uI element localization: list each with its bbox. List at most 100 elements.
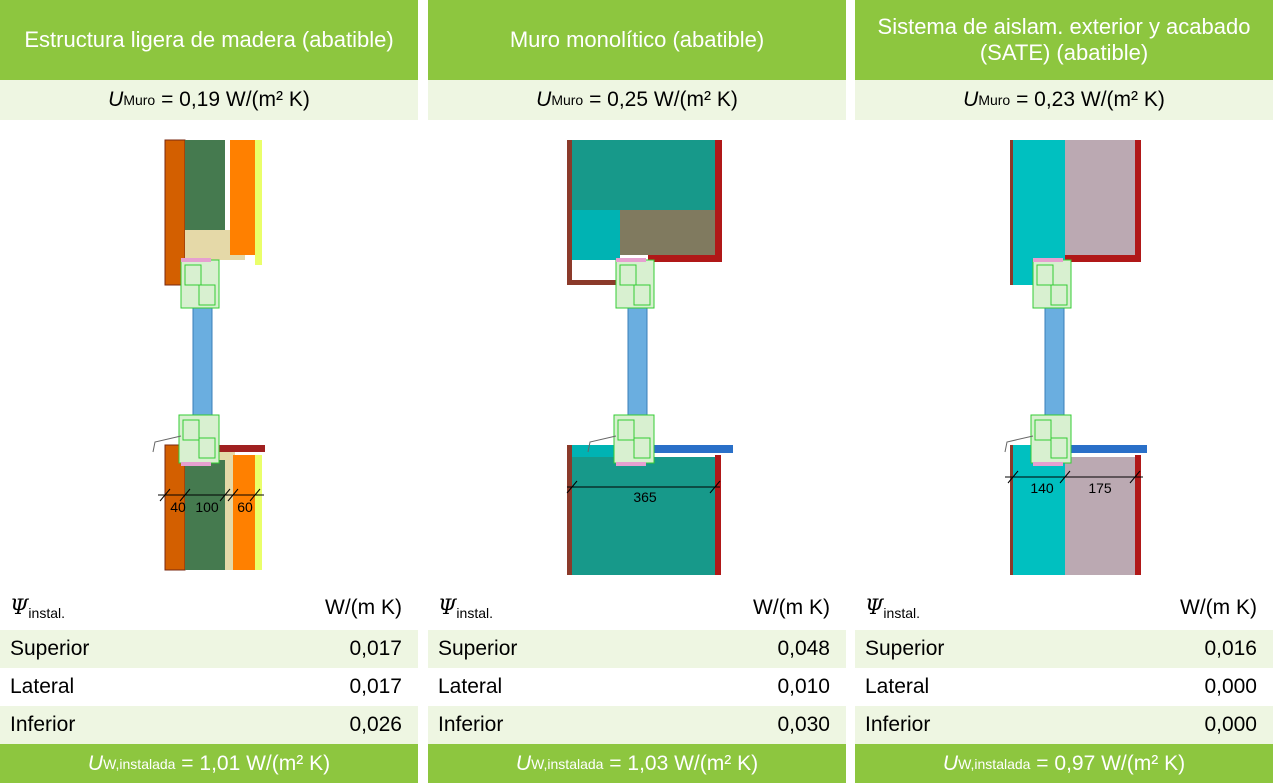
shape	[192, 294, 213, 421]
shape	[648, 255, 722, 262]
label: W,instalada	[531, 755, 604, 772]
shape	[587, 435, 617, 453]
shape	[152, 435, 182, 453]
dimension: 40	[170, 499, 186, 515]
section-drawing: 140 175	[1004, 140, 1147, 575]
shape	[184, 264, 202, 286]
dimension: 175	[1088, 480, 1112, 496]
shape	[1033, 258, 1063, 262]
shape: Ψinstal.	[10, 595, 65, 621]
label: 0,048	[777, 637, 830, 660]
shape	[1065, 140, 1135, 255]
shape	[1010, 445, 1013, 575]
label: Lateral	[865, 675, 930, 698]
formula: U W,instalada = 1,03 W/(m² K)	[428, 744, 846, 783]
label: = 0,25 W/(m² K)	[589, 88, 738, 111]
label: Lateral	[10, 675, 75, 698]
shape	[159, 488, 171, 502]
label: Ψ	[865, 594, 884, 619]
shape	[181, 462, 211, 466]
shape	[1036, 264, 1054, 286]
dimension: 140	[1030, 480, 1054, 496]
shape	[616, 462, 646, 466]
shape	[627, 294, 648, 421]
table-row: Lateral 0,017	[0, 668, 418, 706]
label: Muro	[978, 92, 1011, 108]
panel: Sistema de aislam. exterior y acabado (S…	[855, 0, 1273, 783]
shape	[225, 445, 233, 570]
shape: Ψinstal.	[865, 595, 920, 621]
label: W,instalada	[958, 755, 1031, 772]
table-header: Ψinstal. W/(m K)	[855, 585, 1273, 630]
label: U	[942, 751, 959, 775]
shape	[567, 140, 572, 285]
formula: U Muro = 0,23 W/(m² K)	[855, 80, 1273, 120]
label: 0,016	[1204, 637, 1257, 660]
shape	[572, 140, 715, 210]
shape	[233, 455, 255, 570]
table-row: Inferior 0,000	[855, 706, 1273, 744]
dimension: 100	[195, 499, 219, 515]
shape	[1065, 457, 1135, 575]
shape	[715, 140, 722, 262]
table-row: Superior 0,016	[855, 630, 1273, 668]
shape	[219, 488, 231, 502]
shape	[255, 455, 262, 570]
shape: Ψinstal.	[438, 595, 493, 621]
panel-title: Muro monolítico (abatible)	[428, 0, 846, 80]
shape	[1065, 255, 1141, 262]
dimension: 60	[237, 499, 253, 515]
shape	[1004, 435, 1034, 453]
shape	[227, 488, 239, 502]
shape	[182, 419, 200, 441]
label: W/(m K)	[1180, 595, 1257, 619]
label: Superior	[10, 637, 90, 660]
label: = 1,03 W/(m² K)	[609, 751, 759, 775]
label: Lateral	[438, 675, 503, 698]
label: 0,000	[1204, 713, 1257, 736]
label: = 0,19 W/(m² K)	[161, 88, 310, 111]
shape	[1032, 259, 1072, 309]
shape	[619, 264, 637, 286]
shape	[1050, 284, 1068, 306]
shape	[179, 488, 191, 502]
shape	[1065, 445, 1147, 453]
table-row: Lateral 0,000	[855, 668, 1273, 706]
label: Inferior	[10, 713, 76, 736]
label: Muro	[551, 92, 584, 108]
label: W/(m K)	[325, 595, 402, 619]
table-header: Ψinstal. W/(m K)	[428, 585, 846, 630]
label: Superior	[865, 637, 945, 660]
shape	[620, 210, 715, 255]
label: Inferior	[865, 713, 931, 736]
shape	[249, 488, 261, 502]
shape	[648, 445, 733, 453]
label: U	[87, 751, 104, 775]
label: U	[515, 751, 532, 775]
shape	[1033, 462, 1063, 466]
table-header: Ψinstal. W/(m K)	[0, 585, 418, 630]
section-drawing: 40 100 60	[152, 139, 265, 571]
shape	[566, 480, 578, 494]
shape	[215, 445, 265, 452]
shape	[572, 210, 620, 260]
shape	[1034, 419, 1052, 441]
label: 0,010	[777, 675, 830, 698]
shape	[1059, 470, 1071, 484]
shape	[1135, 455, 1141, 575]
label: = 1,01 W/(m² K)	[181, 751, 331, 775]
label: 0,030	[777, 713, 830, 736]
shape	[617, 419, 635, 441]
dimension: 365	[633, 489, 657, 505]
label: instal.	[456, 604, 493, 621]
formula: U Muro = 0,19 W/(m² K)	[0, 80, 418, 120]
shape	[567, 280, 618, 285]
table-row: Lateral 0,010	[428, 668, 846, 706]
shape	[1044, 294, 1065, 421]
section-drawing: 365	[566, 140, 733, 575]
label: = 0,23 W/(m² K)	[1016, 88, 1165, 111]
label: 0,026	[349, 713, 402, 736]
label: W/(m K)	[753, 595, 830, 619]
table-row: Inferior 0,030	[428, 706, 846, 744]
shape	[181, 258, 211, 262]
